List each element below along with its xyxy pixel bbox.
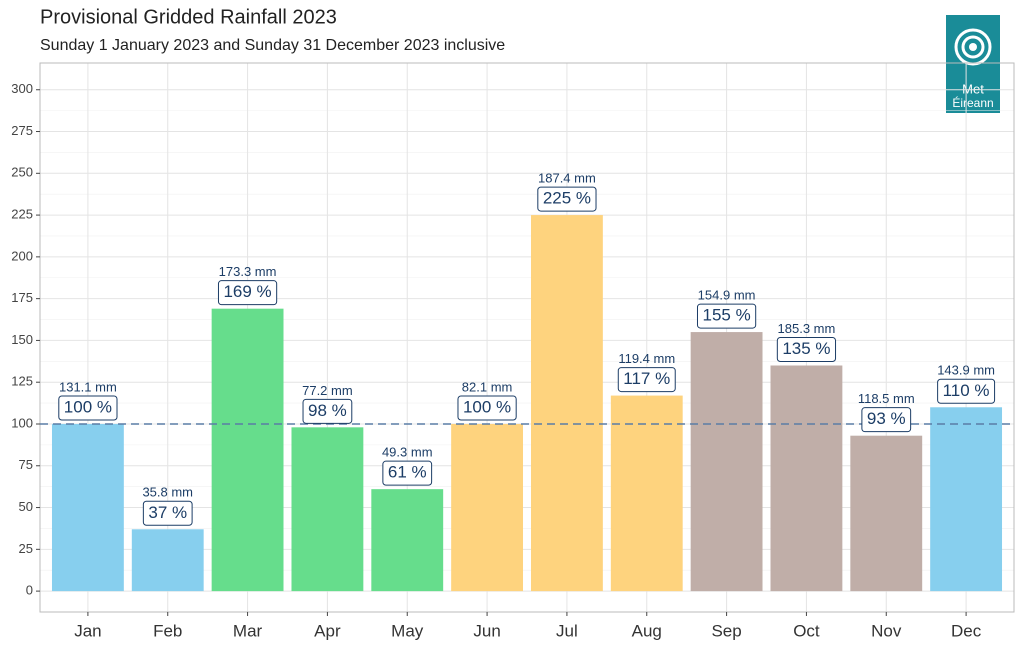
- value-label-box: [861, 407, 912, 433]
- x-tick-label: Sep: [711, 621, 741, 640]
- y-tick-label: 100: [11, 415, 33, 430]
- x-tick-label: Feb: [153, 621, 182, 640]
- y-tick-label: 200: [11, 248, 33, 263]
- logo-swirl: [954, 28, 992, 66]
- bar: [291, 427, 364, 592]
- rainfall-label: 154.9 mm: [698, 288, 756, 303]
- value-label: 100 %: [64, 397, 112, 416]
- y-tick-label: 50: [19, 499, 33, 514]
- value-label-box: [617, 367, 676, 393]
- bar: [770, 365, 843, 592]
- y-tick-label: 125: [11, 374, 33, 389]
- bar: [131, 529, 204, 592]
- x-tick-label: Mar: [233, 621, 263, 640]
- bar: [690, 332, 763, 592]
- logo-text: Met: [962, 81, 984, 96]
- bar: [451, 423, 524, 592]
- value-label-box: [142, 500, 193, 526]
- bar: [530, 215, 603, 592]
- bar: [930, 407, 1003, 592]
- value-label: 117 %: [623, 369, 670, 388]
- value-label: 225 %: [543, 189, 591, 208]
- chart-title: Provisional Gridded Rainfall 2023: [40, 6, 337, 28]
- value-label: 98 %: [308, 401, 347, 420]
- y-tick-label: 225: [11, 207, 33, 222]
- value-label-box: [776, 336, 837, 362]
- x-tick-label: Jun: [473, 621, 500, 640]
- value-label: 61 %: [388, 463, 427, 482]
- rainfall-label: 77.2 mm: [302, 383, 353, 398]
- logo-swirl: [969, 43, 977, 51]
- rainfall-label: 173.3 mm: [219, 264, 277, 279]
- bar: [610, 395, 683, 592]
- y-tick-label: 175: [11, 290, 33, 305]
- x-tick-label: Dec: [951, 621, 982, 640]
- value-label-box: [537, 186, 597, 212]
- x-tick-label: Oct: [793, 621, 820, 640]
- x-tick-label: Nov: [871, 621, 902, 640]
- value-label-box: [937, 378, 996, 404]
- x-tick-label: Jul: [556, 621, 578, 640]
- rainfall-label: 118.5 mm: [858, 391, 915, 406]
- bar: [51, 423, 124, 592]
- rainfall-label: 82.1 mm: [462, 379, 513, 394]
- x-tick-label: Aug: [632, 621, 662, 640]
- y-tick-label: 300: [11, 81, 33, 96]
- value-label-box: [382, 460, 433, 486]
- chart-subtitle: Sunday 1 January 2023 and Sunday 31 Dece…: [40, 37, 505, 54]
- x-tick-label: May: [391, 621, 424, 640]
- value-label: 110 %: [943, 381, 990, 400]
- y-tick-label: 25: [19, 541, 33, 556]
- x-tick-label: Jan: [74, 621, 101, 640]
- y-tick-label: 75: [19, 457, 33, 472]
- y-tick-label: 250: [11, 165, 33, 180]
- logo-text: Éireann: [952, 95, 993, 110]
- value-label: 155 %: [702, 306, 750, 325]
- rainfall-label: 143.9 mm: [937, 363, 995, 378]
- y-tick-label: 275: [11, 123, 33, 138]
- plot-panel: [39, 62, 1015, 613]
- value-label: 100 %: [463, 397, 511, 416]
- value-label-box: [457, 395, 517, 421]
- y-tick-label: 150: [11, 332, 33, 347]
- value-label-box: [58, 395, 118, 421]
- value-label: 169 %: [223, 282, 271, 301]
- bar: [850, 435, 923, 592]
- value-label: 135 %: [782, 339, 830, 358]
- rainfall-label: 35.8 mm: [142, 485, 193, 500]
- rainfall-label: 49.3 mm: [382, 445, 433, 460]
- value-label-box: [302, 398, 353, 424]
- bar: [371, 489, 444, 592]
- value-label-box: [696, 303, 757, 329]
- rainfall-label: 185.3 mm: [778, 321, 836, 336]
- bar: [211, 308, 284, 592]
- y-tick-label: 0: [26, 583, 33, 598]
- value-label: 93 %: [867, 409, 906, 428]
- value-label-box: [217, 280, 278, 306]
- rainfall-label: 187.4 mm: [538, 171, 596, 186]
- x-tick-label: Apr: [314, 621, 341, 640]
- value-label: 37 %: [148, 503, 187, 522]
- rainfall-label: 131.1 mm: [59, 379, 117, 394]
- rainfall-label: 119.4 mm: [618, 351, 675, 366]
- logo: Met Éireann: [946, 15, 1000, 113]
- logo-swirl: [961, 35, 985, 59]
